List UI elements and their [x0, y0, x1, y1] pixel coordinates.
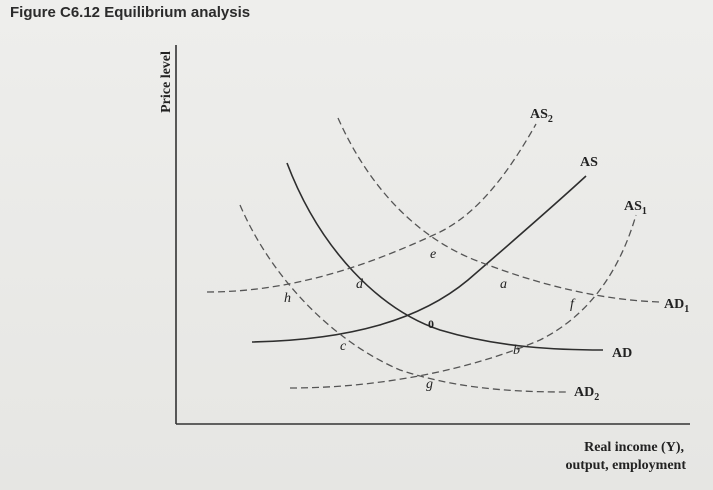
as-label: AS	[580, 155, 598, 170]
figure-title: Figure C6.12 Equilibrium analysis	[10, 4, 251, 21]
point-d-label: d	[356, 277, 364, 292]
point-zero-label: 0	[428, 317, 434, 331]
y-axis-label: Price level	[159, 51, 174, 113]
ad2-label: AD2	[574, 385, 599, 403]
x-axis-label-line2: output, employment	[565, 458, 686, 473]
point-f-label: f	[570, 297, 576, 312]
point-b-label: b	[513, 343, 520, 358]
point-e-label: e	[430, 247, 436, 262]
as1-label: AS1	[624, 199, 647, 217]
point-a-label: a	[500, 277, 507, 292]
as1-curve	[289, 214, 637, 389]
point-c-label: c	[340, 339, 347, 354]
ad2-curve	[239, 204, 569, 393]
ad-curve	[286, 162, 604, 351]
ad1-label: AD1	[664, 297, 689, 315]
as2-label: AS2	[530, 107, 553, 125]
ad-label: AD	[612, 346, 632, 361]
x-axis-label-line1: Real income (Y),	[584, 440, 684, 455]
ad1-curve	[337, 117, 661, 303]
point-h-label: h	[284, 291, 291, 306]
point-g-label: g	[426, 377, 433, 392]
as-curve	[251, 175, 587, 343]
as2-curve	[206, 123, 537, 293]
